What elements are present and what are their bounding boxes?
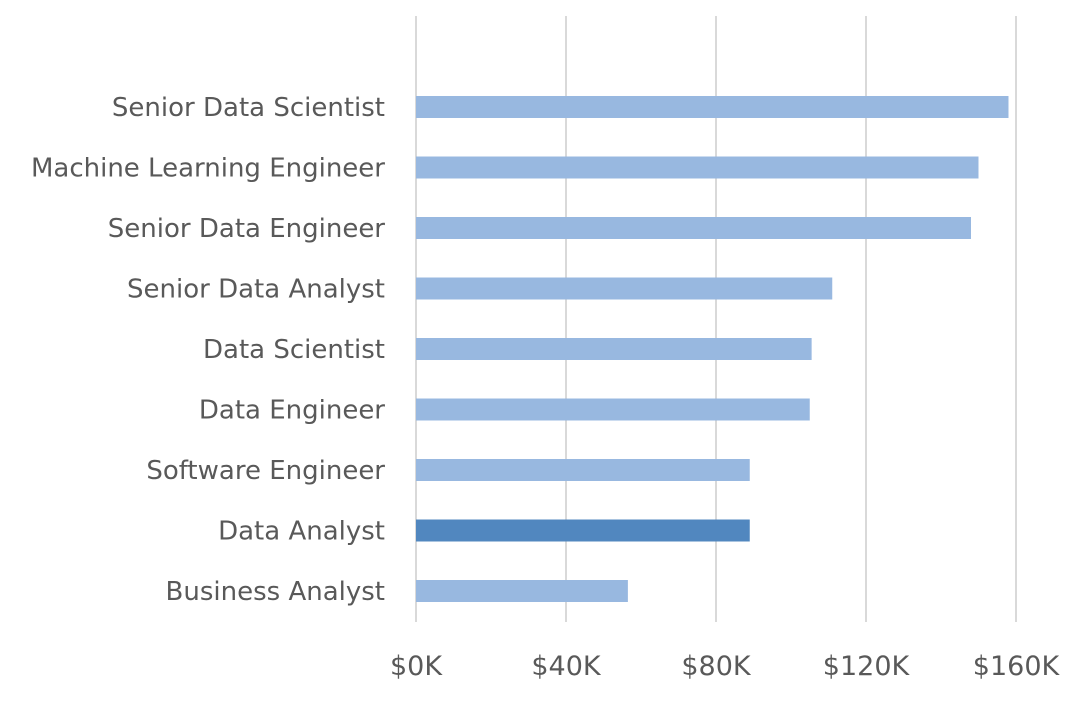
category-label-software-engineer: Software Engineer	[146, 456, 385, 486]
bar-senior-data-scientist	[416, 96, 1009, 118]
bars	[416, 96, 1009, 602]
bar-business-analyst	[416, 580, 628, 602]
x-tick-label: $0K	[390, 651, 443, 682]
x-tick-label: $40K	[531, 651, 602, 682]
bar-data-analyst	[416, 519, 750, 542]
bar-data-engineer	[416, 398, 810, 421]
category-labels: Senior Data Scientist Machine Learning En…	[31, 93, 385, 607]
category-label-machine-learning-engineer: Machine Learning Engineer	[31, 154, 385, 184]
bar-senior-data-analyst	[416, 277, 833, 300]
x-tick-label: $120K	[823, 651, 911, 682]
x-tick-labels: $0K $40K $80K $120K $160K	[390, 651, 1061, 682]
category-label-data-engineer: Data Engineer	[199, 396, 385, 426]
category-label-senior-data-analyst: Senior Data Analyst	[127, 275, 385, 305]
category-label-data-scientist: Data Scientist	[203, 335, 385, 365]
x-tick-label: $80K	[681, 651, 752, 682]
bar-senior-data-engineer	[416, 217, 971, 239]
bar-software-engineer	[416, 459, 750, 481]
category-label-senior-data-engineer: Senior Data Engineer	[108, 214, 386, 244]
bar-data-scientist	[416, 338, 812, 360]
bar-machine-learning-engineer	[416, 156, 979, 179]
category-label-data-analyst: Data Analyst	[218, 517, 385, 547]
category-label-business-analyst: Business Analyst	[166, 577, 385, 607]
category-label-senior-data-scientist: Senior Data Scientist	[112, 93, 385, 123]
x-tick-label: $160K	[973, 651, 1061, 682]
